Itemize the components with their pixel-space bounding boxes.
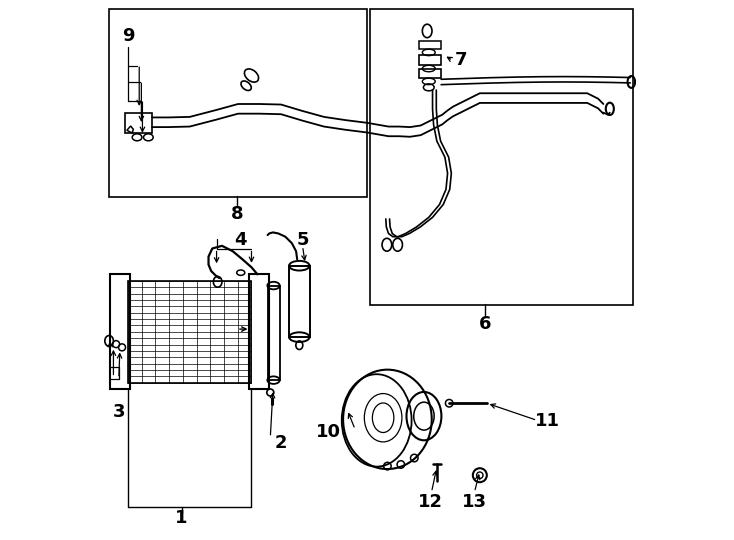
Text: 4: 4: [234, 232, 247, 249]
Text: 2: 2: [275, 434, 287, 452]
Text: 3: 3: [112, 403, 125, 421]
Text: 13: 13: [462, 493, 487, 511]
Text: 11: 11: [534, 413, 559, 430]
Text: 10: 10: [316, 423, 341, 441]
Text: 1: 1: [175, 509, 188, 527]
Text: 5: 5: [297, 232, 309, 249]
Text: 12: 12: [418, 493, 443, 511]
Text: 8: 8: [230, 205, 243, 222]
Text: 6: 6: [479, 315, 492, 333]
Text: 7: 7: [455, 51, 468, 70]
Text: 9: 9: [122, 28, 134, 45]
